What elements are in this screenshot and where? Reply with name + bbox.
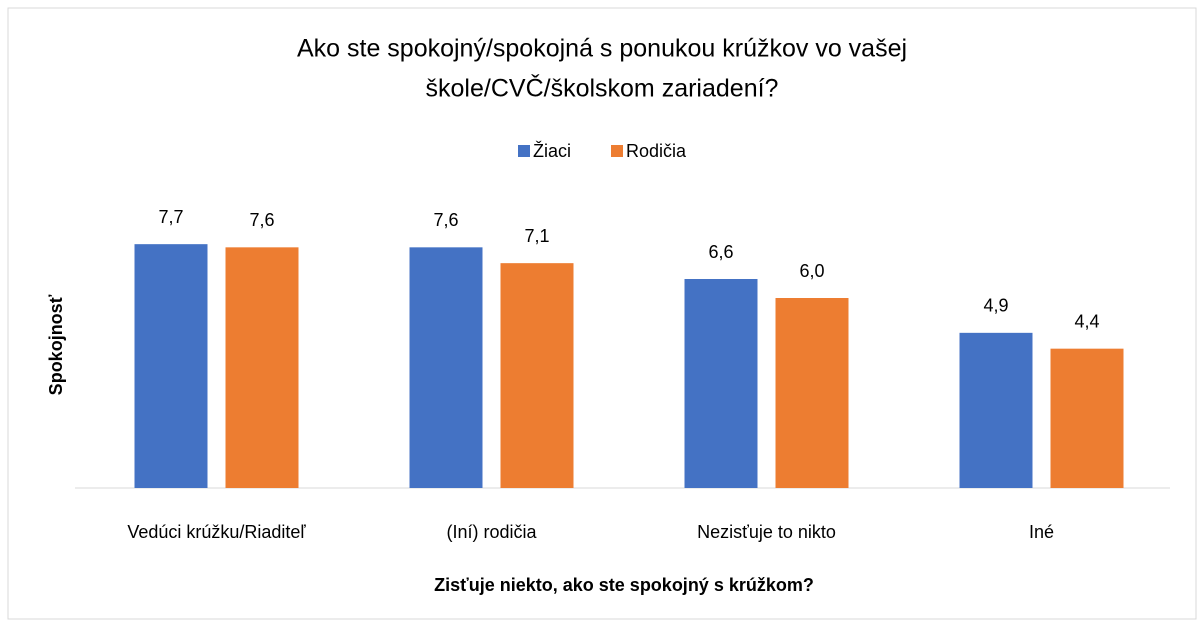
bar xyxy=(409,247,483,488)
data-label: 7,6 xyxy=(249,210,274,230)
x-tick-label: Iné xyxy=(1029,522,1054,542)
bar xyxy=(134,244,208,488)
chart-title: škole/CVČ/školskom zariadení? xyxy=(426,74,779,103)
data-label: 6,0 xyxy=(799,261,824,281)
legend-swatch xyxy=(611,145,623,157)
bar xyxy=(775,298,849,488)
x-tick-label: Vedúci krúžku/Riaditeľ xyxy=(127,522,306,542)
bar xyxy=(959,332,1033,488)
data-label: 4,9 xyxy=(983,296,1008,316)
y-axis-title: Spokojnosť xyxy=(46,294,66,395)
x-tick-label: Nezisťuje to nikto xyxy=(697,522,836,542)
data-label: 6,6 xyxy=(708,242,733,262)
bar xyxy=(500,263,574,488)
bar xyxy=(225,247,299,488)
bar xyxy=(1050,348,1124,488)
legend-label: Rodičia xyxy=(626,141,687,161)
data-label: 4,4 xyxy=(1074,311,1099,331)
data-label: 7,1 xyxy=(524,226,549,246)
bar xyxy=(684,279,758,488)
legend-swatch xyxy=(518,145,530,157)
legend-label: Žiaci xyxy=(533,141,571,161)
chart-title: Ako ste spokojný/spokojná s ponukou krúž… xyxy=(297,35,907,63)
data-label: 7,7 xyxy=(158,207,183,227)
x-axis-title: Zisťuje niekto, ako ste spokojný s krúžk… xyxy=(434,575,814,595)
data-label: 7,6 xyxy=(433,210,458,230)
x-tick-label: (Iní) rodičia xyxy=(446,522,537,542)
